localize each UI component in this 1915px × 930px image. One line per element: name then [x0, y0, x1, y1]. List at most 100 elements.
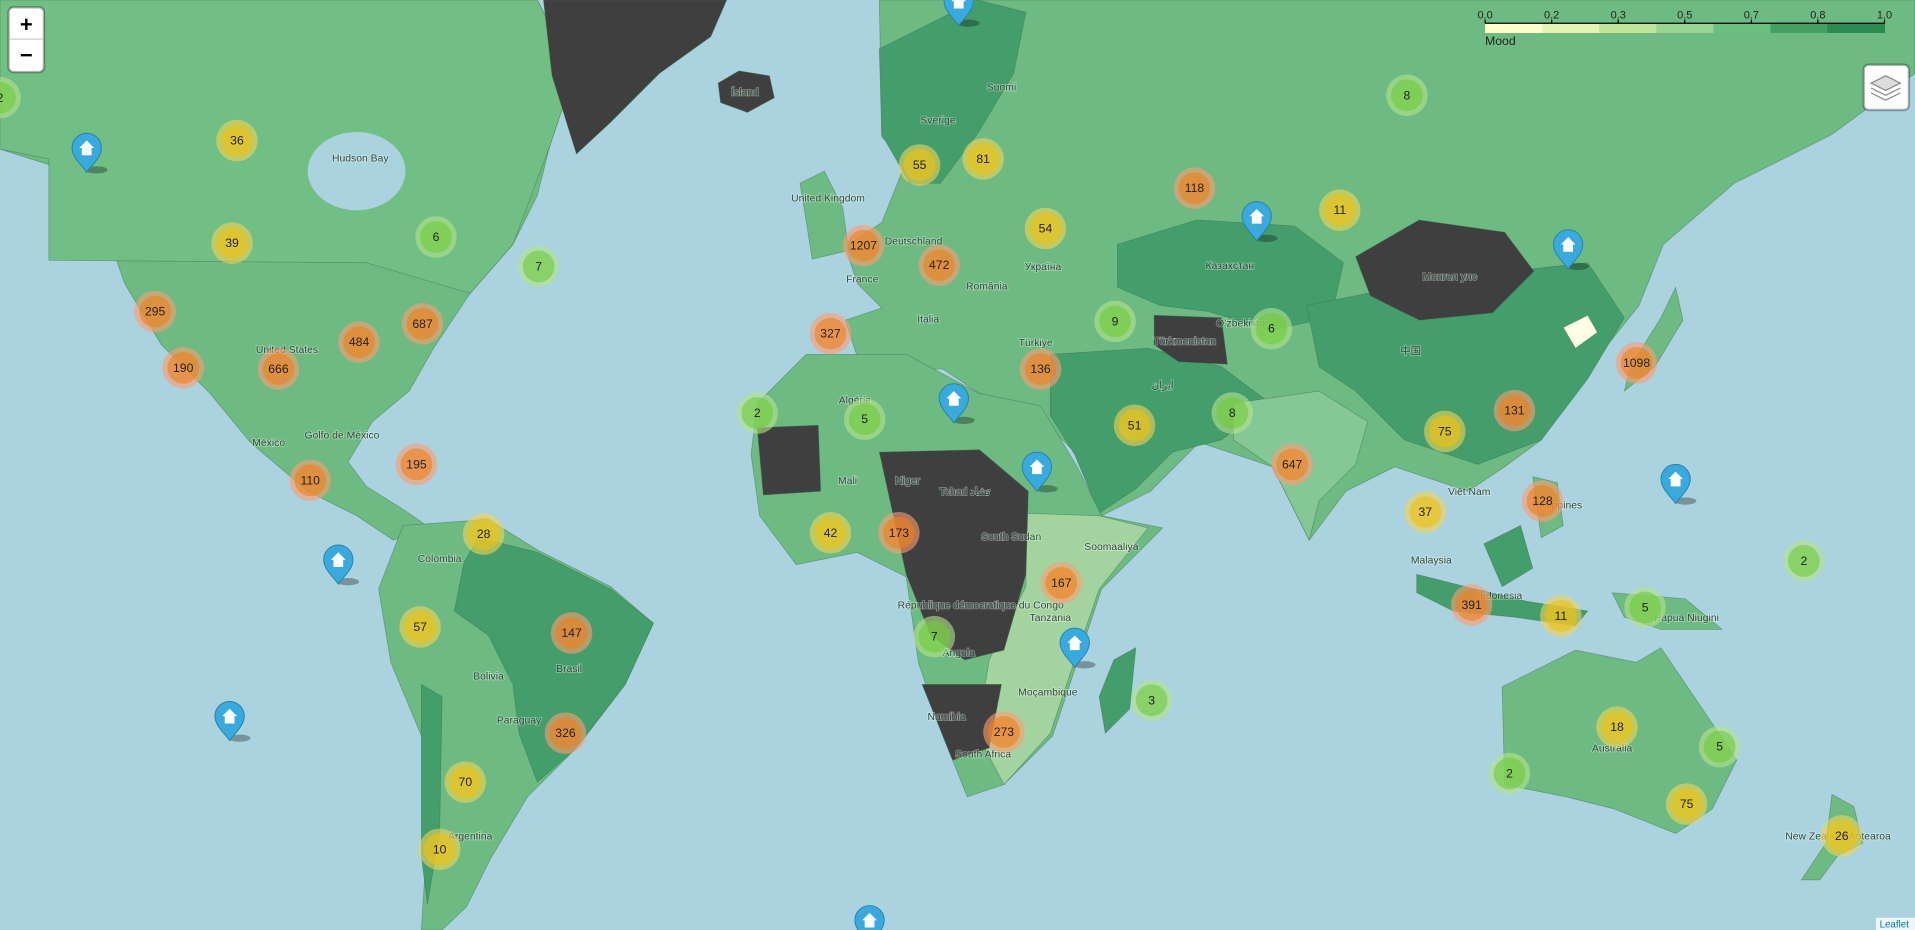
- country-label: Mali: [838, 476, 857, 487]
- cluster-core: [1135, 684, 1168, 717]
- home-marker[interactable]: [1241, 201, 1278, 242]
- cluster[interactable]: 8: [1211, 392, 1254, 434]
- cluster-core: [167, 351, 200, 384]
- cluster[interactable]: 6: [1250, 307, 1293, 350]
- cluster[interactable]: 5: [843, 398, 886, 440]
- cluster-count: 8: [1229, 406, 1236, 420]
- cluster-count: 195: [406, 457, 427, 471]
- home-marker[interactable]: [323, 544, 360, 586]
- cluster[interactable]: 5: [1698, 725, 1741, 768]
- country-label: Казахстан: [1206, 261, 1255, 272]
- cluster[interactable]: 75: [1424, 410, 1466, 453]
- cluster[interactable]: 26: [1820, 815, 1863, 857]
- home-marker[interactable]: [1660, 463, 1697, 505]
- cluster[interactable]: 75: [1665, 783, 1708, 825]
- cluster[interactable]: 118: [1173, 167, 1216, 209]
- cluster[interactable]: 1098: [1615, 342, 1658, 384]
- cluster[interactable]: 51: [1113, 404, 1156, 447]
- cluster[interactable]: 131: [1493, 389, 1536, 432]
- cluster[interactable]: 70: [444, 761, 487, 803]
- marker-shadow: [337, 578, 360, 586]
- cluster[interactable]: 666: [257, 348, 300, 390]
- home-marker[interactable]: [1059, 627, 1096, 669]
- home-marker[interactable]: [943, 0, 980, 27]
- layer-icon: [1870, 87, 1901, 97]
- home-marker[interactable]: [71, 132, 108, 174]
- cluster[interactable]: 2: [736, 392, 778, 434]
- cluster[interactable]: 687: [401, 303, 444, 345]
- cluster[interactable]: 295: [134, 290, 176, 333]
- cluster[interactable]: 54: [1024, 207, 1067, 250]
- cluster[interactable]: 8: [1386, 74, 1428, 117]
- cluster-count: 647: [1282, 457, 1303, 471]
- country-label: Soomaaliya: [1084, 542, 1138, 553]
- home-marker[interactable]: [938, 383, 975, 425]
- cluster[interactable]: 195: [395, 443, 438, 486]
- cluster[interactable]: 2: [0, 76, 21, 119]
- cluster-core: [1428, 415, 1461, 448]
- legend-tick-label: 0.5: [1677, 9, 1692, 21]
- layer-control[interactable]: [1862, 63, 1911, 112]
- cluster[interactable]: 273: [983, 711, 1025, 753]
- cluster[interactable]: 57: [399, 606, 441, 648]
- marker-shadow: [1255, 234, 1278, 242]
- home-marker[interactable]: [1021, 451, 1058, 493]
- cluster[interactable]: 484: [338, 321, 380, 363]
- cluster-count: 687: [412, 317, 433, 331]
- cluster[interactable]: 327: [809, 312, 852, 355]
- cluster[interactable]: 6: [415, 216, 457, 258]
- cluster-core: [1099, 305, 1131, 338]
- cluster[interactable]: 173: [878, 512, 920, 554]
- cluster-core: [1825, 820, 1858, 852]
- cluster[interactable]: 39: [211, 222, 253, 264]
- cluster[interactable]: 472: [918, 244, 960, 286]
- cluster[interactable]: 37: [1404, 491, 1447, 533]
- cluster-core: [555, 617, 588, 649]
- cluster[interactable]: 110: [289, 459, 331, 502]
- cluster-count: 5: [861, 412, 868, 426]
- cluster[interactable]: 11: [1319, 189, 1361, 231]
- cluster[interactable]: 5: [1624, 586, 1666, 629]
- country-label: Paraguay: [497, 715, 542, 726]
- cluster[interactable]: 7: [517, 245, 560, 288]
- country-label: Golfo de México: [304, 431, 379, 442]
- cluster[interactable]: 326: [544, 712, 587, 755]
- cluster-core: [1276, 448, 1309, 481]
- cluster[interactable]: 18: [1596, 706, 1638, 748]
- cluster[interactable]: 55: [898, 144, 941, 186]
- cluster[interactable]: 147: [550, 612, 593, 654]
- home-marker[interactable]: [214, 701, 251, 742]
- cluster[interactable]: 81: [962, 138, 1004, 180]
- cluster[interactable]: 10: [418, 828, 461, 871]
- home-marker[interactable]: [1553, 229, 1589, 271]
- cluster[interactable]: 136: [1019, 348, 1062, 390]
- country-label: Bolivia: [473, 671, 504, 682]
- cluster-count: 327: [820, 327, 841, 341]
- cluster[interactable]: 3: [1130, 679, 1173, 722]
- cluster[interactable]: 28: [462, 513, 505, 555]
- cluster[interactable]: 36: [216, 119, 258, 162]
- zoom-in[interactable]: +: [20, 12, 33, 37]
- zoom-out[interactable]: −: [20, 42, 33, 67]
- cluster[interactable]: 1207: [842, 224, 885, 267]
- cluster-core: [988, 716, 1020, 748]
- cluster[interactable]: 190: [162, 347, 204, 389]
- cluster[interactable]: 2: [1783, 540, 1825, 582]
- attribution-box: [1875, 917, 1915, 930]
- cluster[interactable]: 391: [1450, 584, 1493, 626]
- cluster[interactable]: 128: [1521, 480, 1564, 522]
- cluster[interactable]: 7: [913, 615, 956, 658]
- cluster[interactable]: 2: [1488, 752, 1531, 795]
- legend-swatch: [1599, 23, 1657, 33]
- cluster-core: [522, 250, 555, 283]
- attribution-link[interactable]: Leaflet: [1880, 920, 1910, 930]
- cluster[interactable]: 647: [1271, 443, 1313, 486]
- cluster-core: [883, 516, 915, 549]
- cluster[interactable]: 42: [809, 512, 852, 554]
- marker-icon: [79, 140, 95, 156]
- cluster[interactable]: 167: [1040, 562, 1083, 604]
- cluster[interactable]: 9: [1094, 300, 1136, 343]
- cluster[interactable]: 11: [1540, 595, 1582, 637]
